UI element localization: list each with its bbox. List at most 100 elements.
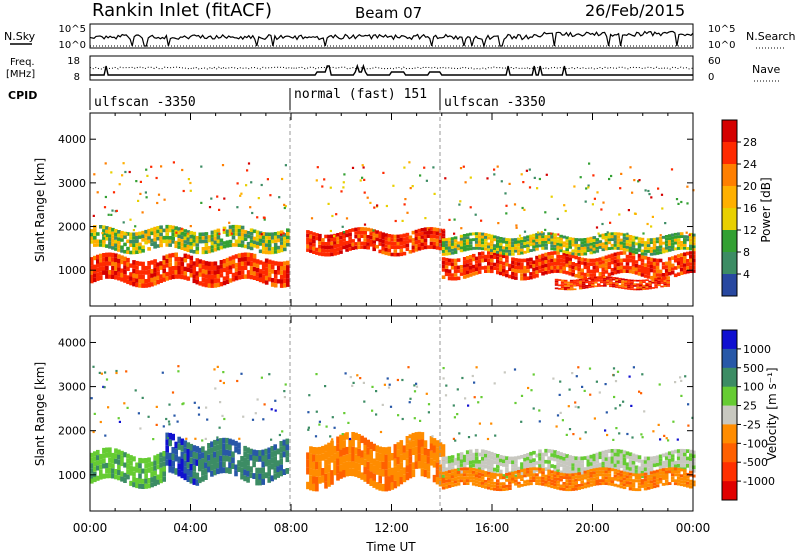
power-cell (646, 260, 651, 265)
power-cell (490, 249, 494, 252)
power-cell (619, 265, 624, 270)
velocity-scatter-cell (375, 413, 378, 416)
velocity-cell (601, 465, 606, 470)
power-cell (438, 239, 443, 244)
velocity-scatter-cell (205, 406, 208, 409)
power-cell (676, 257, 681, 262)
velocity-cell (102, 447, 106, 453)
velocity-cell (493, 456, 497, 461)
velocity-cell (619, 453, 624, 458)
power-cell (595, 246, 600, 250)
power-scatter-cell (361, 176, 364, 179)
velocity-scatter-cell (672, 420, 675, 423)
velocity-cell (177, 436, 181, 444)
velocity-cell (589, 454, 594, 459)
power-cell (586, 249, 591, 252)
velocity-scatter-cell (612, 367, 616, 370)
time-tick-label: 04:00 (173, 521, 208, 535)
power-cell (123, 269, 127, 275)
power-cell (165, 263, 169, 268)
power-cell (219, 268, 224, 274)
ytick-label: 1000 (58, 264, 86, 277)
velocity-cell (249, 466, 253, 473)
velocity-cell (372, 443, 376, 452)
velocity-cell (177, 463, 181, 470)
velocity-cell (640, 470, 645, 475)
power-cell (147, 228, 151, 233)
xaxis-label: Time UT (365, 540, 416, 554)
velocity-cell (243, 469, 247, 476)
power-cell (435, 238, 440, 243)
power-cell (627, 282, 631, 285)
power-cell (598, 243, 603, 246)
power-cell (111, 257, 115, 262)
power-scatter-cell (618, 213, 621, 216)
power-cell (189, 255, 194, 261)
power-cell (459, 234, 464, 238)
power-cell (432, 234, 437, 239)
colorbar-swatch (722, 120, 737, 143)
velocity-cell (619, 479, 624, 483)
power-cell (657, 279, 661, 281)
power-cell (592, 244, 597, 248)
power-cell (93, 228, 97, 233)
power-cell (523, 265, 527, 270)
velocity-cell (523, 454, 527, 458)
velocity-cell (324, 466, 328, 474)
velocity-cell (441, 460, 446, 464)
power-cell (195, 280, 200, 285)
power-scatter-cell (281, 177, 284, 181)
power-cell (249, 261, 254, 267)
velocity-cell (496, 454, 500, 458)
power-cell (99, 258, 103, 263)
velocity-cell (577, 467, 581, 472)
velocity-cell (348, 439, 352, 447)
power-cell (568, 243, 572, 246)
power-cell (102, 232, 106, 237)
velocity-cell (456, 460, 461, 465)
velocity-cell (655, 478, 660, 482)
power-cell (414, 237, 419, 241)
power-cell (505, 255, 509, 260)
power-cell (306, 248, 310, 252)
power-cell (348, 243, 352, 248)
power-cell (381, 247, 385, 251)
power-cell (198, 268, 203, 273)
power-cell (586, 243, 591, 247)
velocity-cell (598, 467, 603, 471)
power-cell (679, 232, 684, 236)
power-cell (532, 236, 536, 240)
velocity-cell (538, 467, 542, 471)
power-cell (351, 228, 355, 232)
power-cell (219, 260, 224, 265)
power-cell (123, 261, 127, 266)
power-cell (93, 268, 97, 274)
power-cell (538, 265, 542, 270)
velocity-cell (144, 483, 148, 489)
velocity-cell (111, 452, 115, 458)
power-cell (438, 246, 443, 251)
power-cell (520, 237, 524, 240)
power-cell (585, 286, 589, 289)
power-cell (673, 235, 678, 239)
power-cell (597, 279, 601, 282)
power-cell (571, 240, 575, 244)
power-cell (505, 238, 509, 241)
power-cell (186, 233, 191, 238)
velocity-cell (132, 456, 136, 462)
power-cell (612, 282, 616, 284)
power-cell (225, 257, 230, 263)
velocity-cell (126, 458, 130, 464)
velocity-cell (664, 459, 669, 464)
velocity-cell (568, 455, 572, 459)
power-cell (550, 269, 554, 274)
power-scatter-cell (182, 189, 185, 193)
power-scatter-cell (401, 219, 404, 222)
power-cell (577, 267, 581, 272)
velocity-cell (598, 455, 603, 460)
velocity-cell (420, 468, 425, 477)
power-cell (556, 248, 560, 252)
power-cell (246, 257, 251, 262)
velocity-cell (204, 456, 208, 463)
